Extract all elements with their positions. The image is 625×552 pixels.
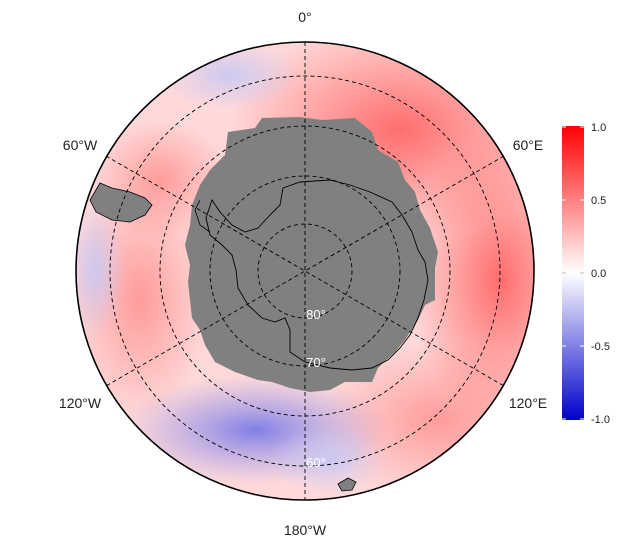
lon-label-60w: 60°W xyxy=(63,137,98,153)
graticule xyxy=(105,42,505,500)
cb-label-1: 1.0 xyxy=(591,122,606,134)
lat-label-60: 60° xyxy=(306,455,326,470)
lon-label-180w: 180°W xyxy=(284,522,327,538)
lon-label-120w: 120°W xyxy=(59,395,102,411)
colorbar: 1.0 0.5 0.0 -0.5 -1.0 xyxy=(562,122,610,426)
lon-label-0: 0° xyxy=(298,9,311,25)
lon-label-120e: 120°E xyxy=(509,395,547,411)
cb-label-0: 0.0 xyxy=(591,268,606,280)
coastline xyxy=(205,179,429,371)
lat-label-80: 80° xyxy=(306,307,326,322)
cb-label--1: -1.0 xyxy=(591,414,610,426)
lon-label-60e: 60°E xyxy=(513,137,544,153)
cb-label--0.5: -0.5 xyxy=(591,341,610,353)
colorbar-gradient xyxy=(562,126,584,420)
antarctic-peninsula-coast xyxy=(194,199,211,233)
lat-label-70: 70° xyxy=(306,355,326,370)
south-america-tip xyxy=(89,182,153,223)
island xyxy=(337,477,357,492)
cb-label-0.5: 0.5 xyxy=(591,195,606,207)
anomaly-field xyxy=(76,42,534,500)
lat-circle-50 xyxy=(109,75,501,467)
antarctica-land xyxy=(185,117,438,392)
map-border xyxy=(75,41,535,501)
